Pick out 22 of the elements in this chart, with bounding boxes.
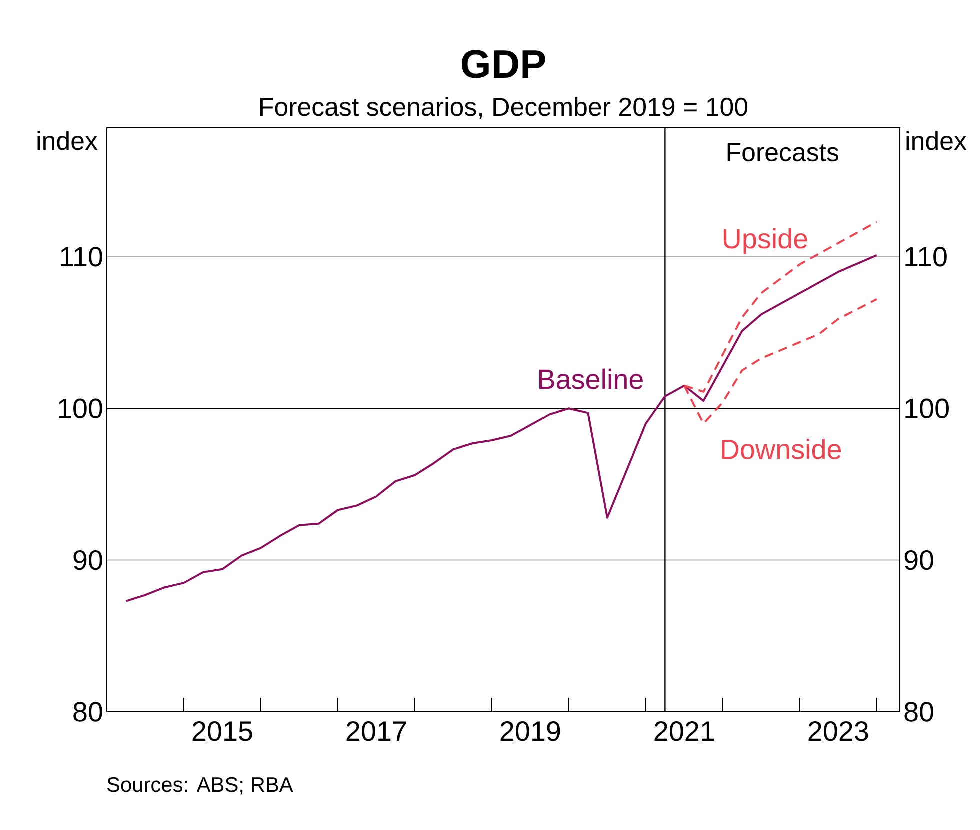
series-label: Baseline xyxy=(540,368,643,390)
chart-subtitle: Forecast scenarios, December 2019 = 100 xyxy=(260,97,748,120)
x-tick-label: 2015 xyxy=(192,722,252,742)
source-note: Sources: ABS; RBA xyxy=(107,777,294,795)
ref-line-label: Forecasts xyxy=(728,144,839,162)
x-tick-label: 2019 xyxy=(500,722,560,742)
series-label: Upside xyxy=(724,228,808,254)
y2-tick-label: 110 xyxy=(906,247,947,267)
x-tick-label: 2021 xyxy=(654,722,714,742)
y-axis-title: index xyxy=(38,131,98,150)
y-tick-label: 80 xyxy=(74,702,102,722)
y2-tick-label: 100 xyxy=(906,398,949,418)
chart-title: GDP xyxy=(462,50,546,78)
x-tick-label: 2017 xyxy=(346,722,406,742)
y2-axis-title: index xyxy=(906,131,967,150)
x-tick-label: 2023 xyxy=(808,722,868,742)
y-tick-label: 90 xyxy=(74,550,102,570)
series-label: Downside xyxy=(722,438,842,460)
y2-tick-label: 80 xyxy=(904,702,934,722)
y2-tick-label: 90 xyxy=(904,550,934,570)
y-tick-label: 110 xyxy=(61,247,102,267)
y-tick-label: 100 xyxy=(59,398,102,418)
